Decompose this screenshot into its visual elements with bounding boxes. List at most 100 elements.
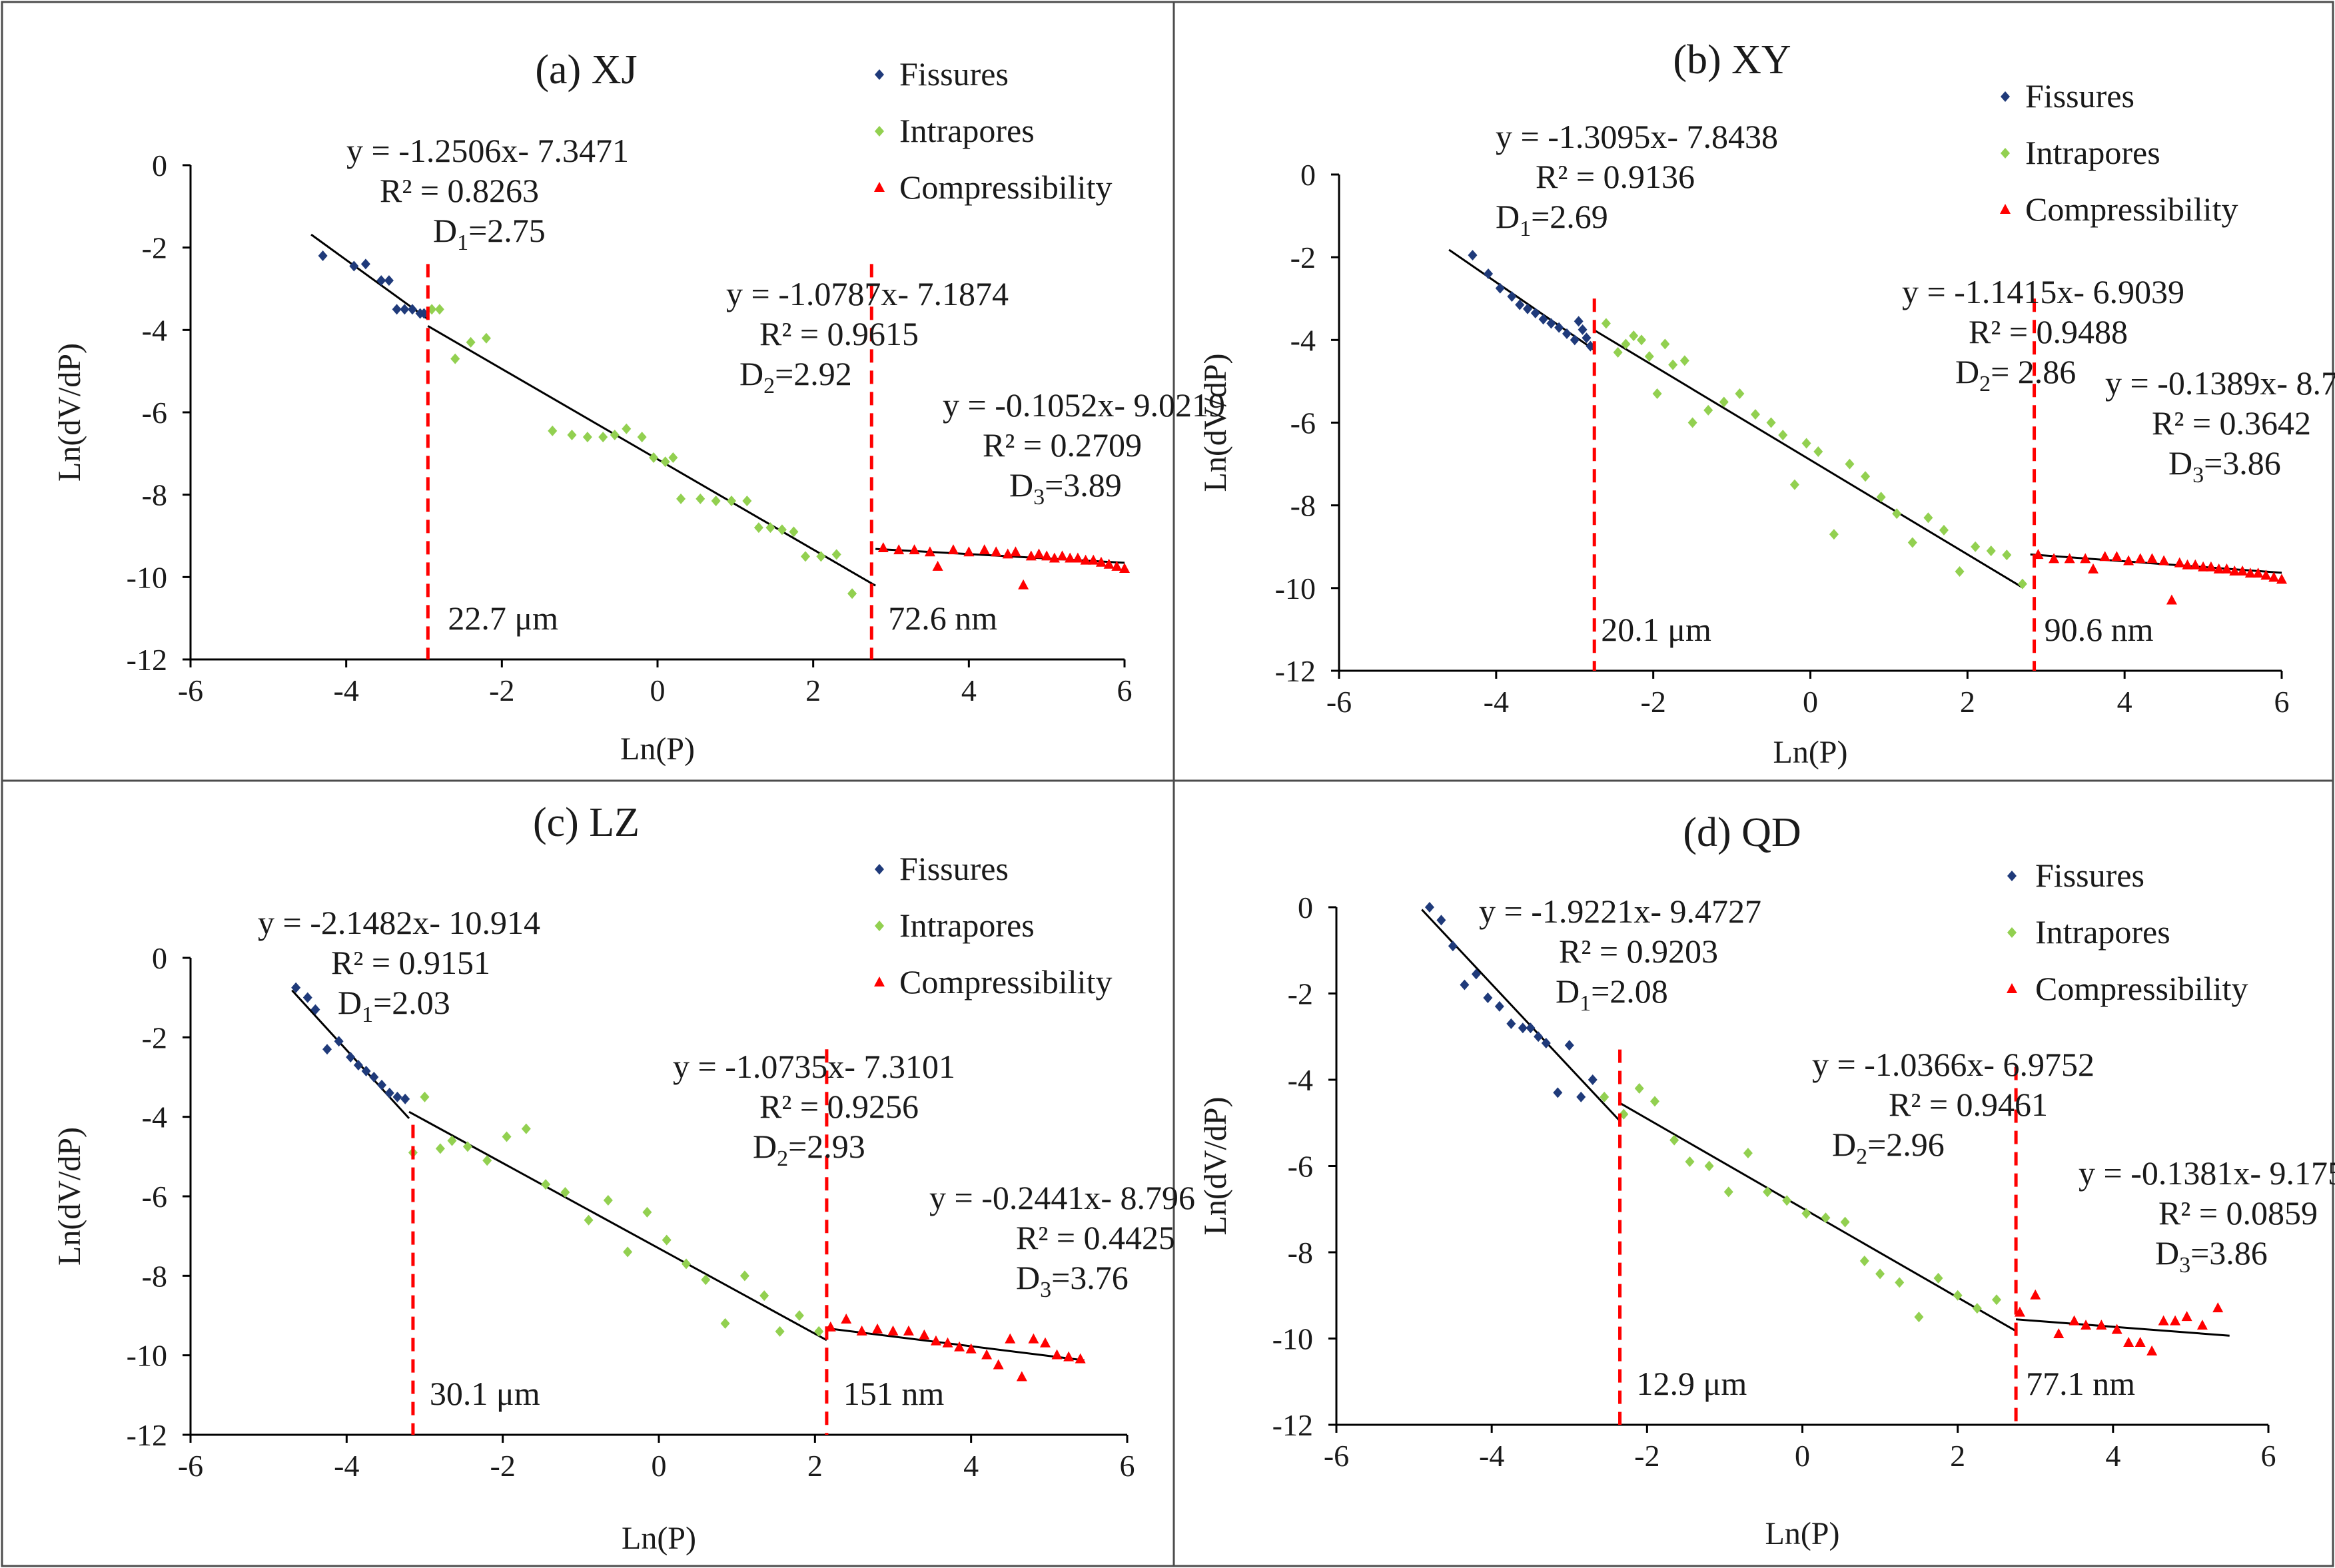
legend-label: Intrapores	[2025, 134, 2160, 171]
data-point-intrapores	[742, 495, 752, 506]
data-point-intrapores	[541, 1179, 551, 1190]
data-point-fissures	[322, 1044, 332, 1055]
data-point-intrapores	[1939, 524, 1949, 536]
chart-title: (d) QD	[1683, 810, 1801, 855]
data-point-intrapores	[1743, 1148, 1753, 1159]
legend-label: Intrapores	[899, 112, 1035, 149]
divider-label-2: 77.1 nm	[2026, 1365, 2135, 1402]
data-point-intrapores	[1668, 359, 1678, 370]
x-tick-label: -2	[1634, 1439, 1659, 1473]
y-tick-label: -10	[1272, 1322, 1313, 1356]
y-tick-label: -12	[1272, 1408, 1313, 1442]
data-point-intrapores	[816, 551, 826, 562]
data-point-compressibility	[2244, 568, 2256, 578]
divider-label-1: 22.7 μm	[448, 599, 558, 637]
data-point-intrapores	[1766, 417, 1776, 428]
data-point-intrapores	[610, 430, 620, 441]
data-point-compressibility	[1005, 1333, 1016, 1344]
x-tick-label: -6	[1324, 1439, 1349, 1473]
y-tick-label: -2	[142, 231, 167, 265]
legend-label: Compressibility	[899, 963, 1112, 1000]
fit-line-2	[408, 1110, 827, 1342]
regression-r-squared: R² = 0.9256	[759, 1088, 919, 1125]
data-point-fissures	[392, 304, 402, 315]
legend-marker	[2001, 91, 2010, 102]
data-point-compressibility	[1039, 1337, 1051, 1348]
data-point-fissures	[360, 258, 370, 270]
x-axis-label: Ln(P)	[1773, 735, 1848, 770]
series-intrapores	[1601, 318, 2027, 589]
data-point-intrapores	[1778, 430, 1788, 441]
chart-legend: Fissures Intrapores Compressibility	[874, 55, 1112, 206]
data-point-intrapores	[1914, 1312, 1924, 1323]
data-point-intrapores	[622, 423, 632, 434]
data-point-intrapores	[1750, 409, 1760, 420]
data-point-compressibility	[2123, 555, 2134, 566]
data-point-compressibility	[1051, 1349, 1063, 1360]
x-tick-label: -2	[489, 673, 514, 707]
fit-line-2	[1594, 329, 2023, 589]
x-tick-label: -4	[334, 673, 359, 707]
regression-equation: y = -0.2441x- 8.796	[929, 1179, 1195, 1216]
legend-label: Intrapores	[2035, 913, 2170, 951]
data-point-intrapores	[481, 332, 491, 344]
data-point-intrapores	[1600, 1091, 1610, 1102]
data-point-compressibility	[1057, 550, 1068, 561]
data-point-compressibility	[1028, 1333, 1039, 1344]
chart-legend: Fissures Intrapores Compressibility	[2007, 857, 2248, 1007]
y-tick-label: -6	[142, 396, 167, 430]
regression-equation: y = -1.1415x- 6.9039	[1902, 273, 2184, 310]
data-point-intrapores	[1719, 396, 1729, 408]
data-point-fissures	[1484, 268, 1494, 279]
data-point-intrapores	[584, 1214, 594, 1226]
data-point-intrapores	[1634, 1082, 1644, 1094]
data-point-compressibility	[2237, 566, 2248, 576]
data-point-fissures	[1546, 318, 1556, 329]
series-compressibility	[2014, 1289, 2224, 1356]
data-point-fissures	[1578, 324, 1588, 335]
data-point-compressibility	[954, 1341, 965, 1352]
data-point-compressibility	[991, 546, 1002, 557]
data-point-compressibility	[965, 1343, 977, 1354]
data-point-fissures	[1534, 1031, 1544, 1042]
y-tick-label: -2	[142, 1020, 167, 1054]
regression-equation: y = -1.3095x- 7.8438	[1496, 118, 1778, 155]
data-point-intrapores	[1601, 318, 1611, 329]
y-axis-label: Ln(dV/dP)	[52, 1127, 87, 1266]
data-point-compressibility	[2069, 1315, 2080, 1326]
regression-equation: y = -1.0366x- 6.9752	[1812, 1046, 2095, 1083]
legend-marker	[2000, 204, 2011, 214]
data-point-compressibility	[2166, 594, 2177, 605]
data-point-fissures	[1562, 328, 1572, 340]
x-tick-label: 0	[1803, 685, 1818, 719]
regression-r-squared: R² = 0.0859	[2158, 1194, 2318, 1232]
data-point-compressibility	[2123, 1336, 2134, 1347]
data-point-compressibility	[1065, 552, 1076, 563]
x-tick-label: 4	[961, 673, 977, 707]
data-point-intrapores	[1652, 388, 1662, 400]
data-point-fissures	[1570, 334, 1580, 346]
data-point-fissures	[1530, 307, 1540, 318]
divider-label-1: 20.1 μm	[1601, 611, 1711, 648]
data-point-intrapores	[1801, 1208, 1811, 1219]
data-point-compressibility	[1033, 548, 1045, 559]
data-point-intrapores	[450, 353, 460, 364]
data-point-compressibility	[2158, 1315, 2169, 1326]
data-point-fissures	[361, 1066, 371, 1077]
data-point-intrapores	[2017, 578, 2027, 589]
data-point-intrapores	[637, 432, 647, 443]
x-tick-label: 2	[1960, 685, 1975, 719]
y-tick-label: 0	[1298, 891, 1313, 925]
regression-r-squared: R² = 0.9136	[1536, 158, 1695, 195]
data-point-intrapores	[711, 495, 721, 506]
chart-title: (c) LZ	[533, 800, 640, 845]
data-point-compressibility	[1103, 558, 1115, 569]
y-tick-label: -2	[1290, 240, 1316, 274]
regression-equation: y = -1.2506x- 7.3471	[346, 132, 629, 169]
data-point-compressibility	[2146, 1345, 2158, 1356]
